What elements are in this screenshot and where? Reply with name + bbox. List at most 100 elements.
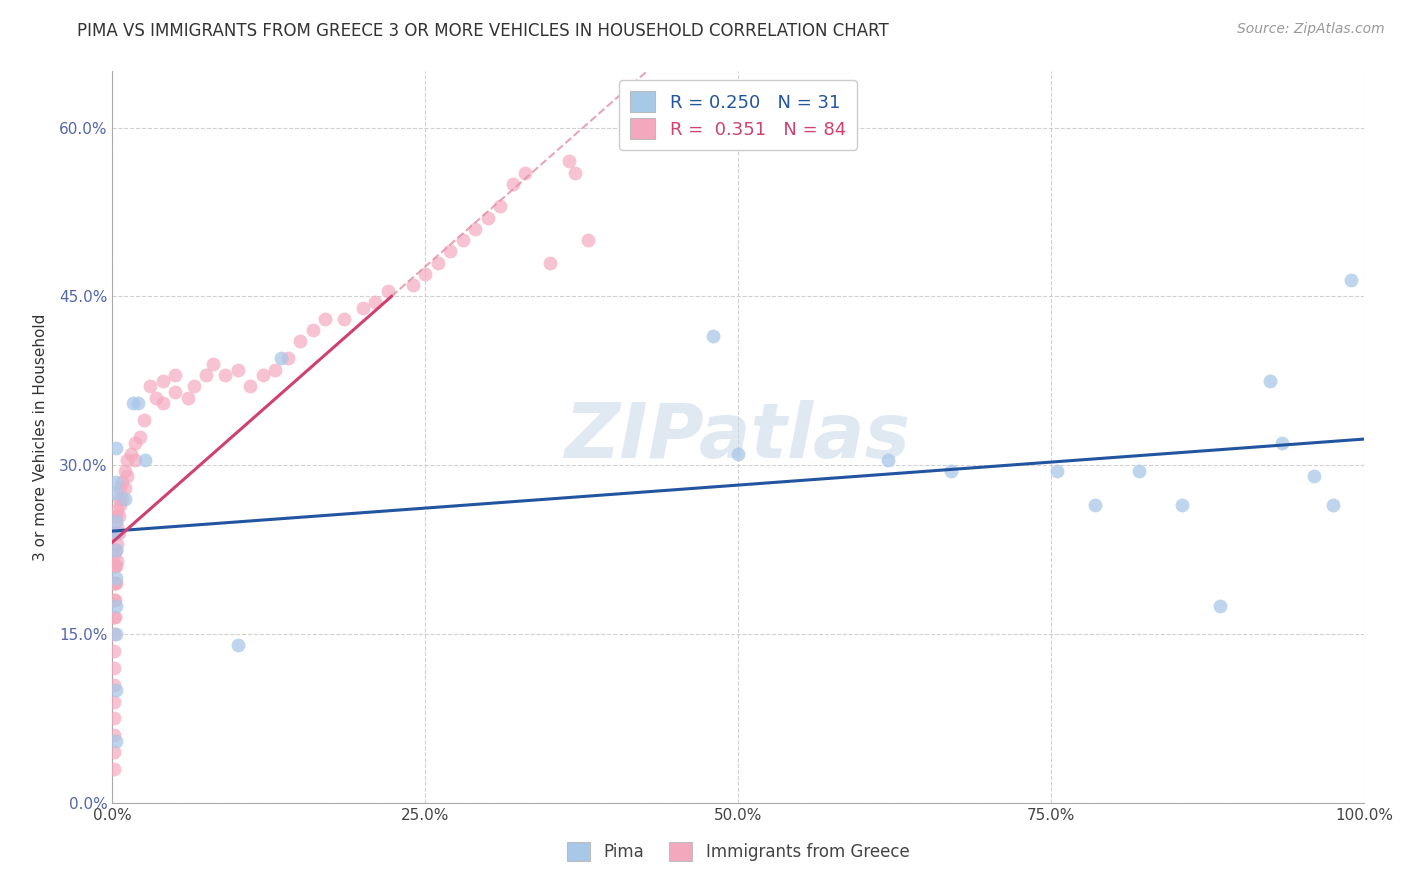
- Point: [1258, 374, 1281, 388]
- Point: [104, 610, 127, 624]
- Point: [108, 498, 131, 512]
- Point: [107, 491, 129, 506]
- Point: [129, 430, 152, 444]
- Point: [402, 278, 425, 293]
- Point: [939, 464, 962, 478]
- Point: [124, 452, 146, 467]
- Point: [426, 255, 449, 269]
- Point: [103, 610, 125, 624]
- Point: [538, 255, 561, 269]
- Point: [103, 762, 125, 776]
- Point: [105, 525, 128, 540]
- Point: [139, 379, 162, 393]
- Point: [105, 542, 128, 557]
- Point: [117, 469, 139, 483]
- Point: [264, 362, 287, 376]
- Point: [104, 542, 127, 557]
- Point: [107, 508, 129, 523]
- Text: ZIPatlas: ZIPatlas: [565, 401, 911, 474]
- Point: [117, 452, 139, 467]
- Point: [1046, 464, 1069, 478]
- Point: [377, 284, 399, 298]
- Point: [877, 452, 900, 467]
- Point: [114, 464, 136, 478]
- Point: [104, 559, 127, 574]
- Point: [1209, 599, 1232, 613]
- Point: [103, 694, 125, 708]
- Point: [105, 599, 128, 613]
- Point: [103, 644, 125, 658]
- Point: [107, 525, 129, 540]
- Point: [107, 520, 129, 534]
- Point: [107, 537, 129, 551]
- Y-axis label: 3 or more Vehicles in Household: 3 or more Vehicles in Household: [32, 313, 48, 561]
- Point: [103, 661, 125, 675]
- Point: [477, 211, 499, 225]
- Point: [105, 508, 128, 523]
- Point: [152, 374, 174, 388]
- Point: [451, 233, 474, 247]
- Point: [105, 515, 128, 529]
- Point: [103, 728, 125, 742]
- Point: [105, 734, 128, 748]
- Point: [103, 678, 125, 692]
- Point: [114, 481, 136, 495]
- Point: [103, 559, 125, 574]
- Point: [352, 301, 374, 315]
- Point: [105, 525, 128, 540]
- Point: [120, 447, 142, 461]
- Text: Source: ZipAtlas.com: Source: ZipAtlas.com: [1237, 22, 1385, 37]
- Point: [576, 233, 599, 247]
- Text: PIMA VS IMMIGRANTS FROM GREECE 3 OR MORE VEHICLES IN HOUSEHOLD CORRELATION CHART: PIMA VS IMMIGRANTS FROM GREECE 3 OR MORE…: [77, 22, 889, 40]
- Point: [105, 559, 128, 574]
- Point: [145, 391, 167, 405]
- Point: [564, 166, 586, 180]
- Point: [114, 491, 136, 506]
- Point: [163, 368, 186, 383]
- Point: [105, 486, 128, 500]
- Point: [134, 452, 156, 467]
- Point: [103, 745, 125, 759]
- Point: [111, 475, 134, 489]
- Point: [132, 413, 155, 427]
- Point: [105, 627, 128, 641]
- Point: [103, 711, 125, 725]
- Point: [702, 328, 724, 343]
- Point: [111, 491, 134, 506]
- Point: [333, 312, 356, 326]
- Point: [121, 396, 143, 410]
- Point: [515, 166, 537, 180]
- Point: [1322, 498, 1344, 512]
- Point: [226, 638, 249, 652]
- Point: [103, 576, 125, 591]
- Point: [104, 525, 127, 540]
- Point: [183, 379, 205, 393]
- Point: [502, 177, 524, 191]
- Point: [103, 548, 125, 562]
- Point: [464, 222, 486, 236]
- Point: [290, 334, 312, 349]
- Point: [1302, 469, 1324, 483]
- Point: [314, 312, 336, 326]
- Point: [364, 295, 387, 310]
- Point: [104, 593, 127, 607]
- Point: [239, 379, 262, 393]
- Point: [301, 323, 323, 337]
- Point: [103, 593, 125, 607]
- Point: [201, 357, 224, 371]
- Point: [277, 351, 299, 366]
- Point: [214, 368, 236, 383]
- Point: [104, 576, 127, 591]
- Point: [1340, 272, 1362, 286]
- Point: [176, 391, 198, 405]
- Point: [163, 385, 186, 400]
- Point: [270, 351, 292, 366]
- Point: [108, 481, 131, 495]
- Point: [1171, 498, 1194, 512]
- Point: [105, 442, 128, 456]
- Point: [439, 244, 461, 259]
- Point: [226, 362, 249, 376]
- Point: [107, 503, 129, 517]
- Point: [107, 554, 129, 568]
- Point: [105, 475, 128, 489]
